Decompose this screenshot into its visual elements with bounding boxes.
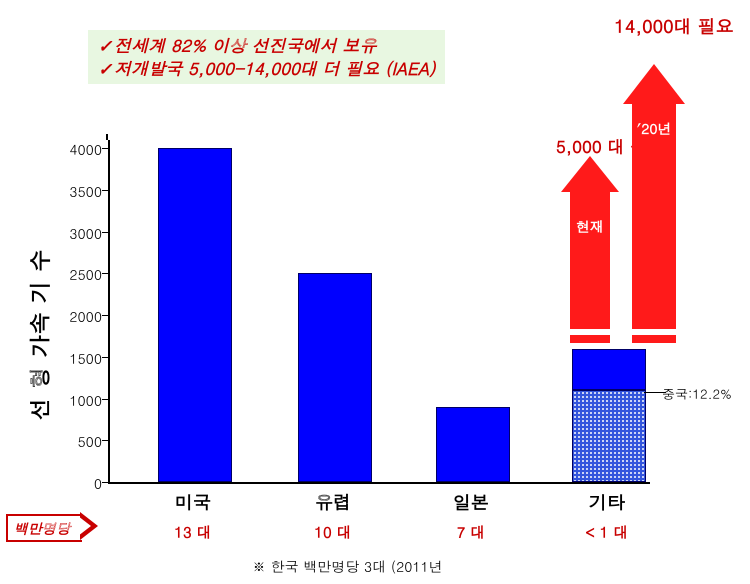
callout-line: ✓전세계 82% 이상 선진국에서 보유 — [98, 34, 435, 57]
bar-other-china-segment — [572, 390, 646, 482]
per-million-jp: 7 대 — [424, 522, 518, 543]
y-tick-label: 4000 — [54, 139, 102, 159]
y-tick-label: 2000 — [54, 306, 102, 326]
per-million-arrow-head-inner — [78, 516, 91, 536]
callout-text: 저개발국 5,000-14,000대 더 필요 (IAEA) — [114, 56, 435, 80]
check-icon: ✓ — [98, 33, 112, 57]
y-tick — [102, 399, 110, 400]
y-tick-label: 1500 — [54, 348, 102, 368]
big-arrow-now-shaft-label: 현재 — [561, 216, 619, 236]
big-arrow-2020-head — [623, 64, 685, 104]
bar-jp — [436, 407, 510, 482]
y-tick-label: 0 — [54, 473, 102, 493]
x-label-other: 기타 — [560, 490, 654, 515]
big-arrow-now-head — [561, 156, 619, 192]
x-label-us: 미국 — [146, 490, 240, 515]
callout-text: 전세계 82% 이상 선진국에서 보유 — [114, 33, 376, 57]
x-label-eu: 유렵 — [286, 490, 380, 515]
y-axis-extension — [106, 134, 108, 140]
per-million-other: < 1 대 — [560, 522, 654, 543]
per-million-arrow-label: 백만명당 — [14, 518, 70, 538]
bar-other — [572, 349, 646, 482]
y-tick — [102, 148, 110, 149]
bar-eu-segment — [298, 273, 372, 482]
big-arrow-now-shaft-1 — [570, 335, 610, 343]
big-arrow-2020-shaft-1 — [632, 335, 676, 343]
big-arrow-2020-top-label: 14,000대 필요 — [574, 14, 750, 39]
bar-us-segment — [158, 148, 232, 482]
x-axis-line — [108, 482, 648, 484]
y-tick-label: 3000 — [54, 223, 102, 243]
y-tick — [102, 440, 110, 441]
footnote: ※ 한국 백만명당 3대 (2011년 — [252, 556, 443, 576]
bar-eu — [298, 273, 372, 482]
big-arrow-2020-shaft-label: ′20년 — [623, 118, 685, 138]
bar-jp-segment — [436, 407, 510, 482]
big-arrow-2020: ′20년 — [623, 0, 685, 1]
big-arrow-now: 현재 — [561, 0, 619, 1]
y-axis-label: 선 형 가속 기 수 — [24, 249, 55, 420]
callout-line: ✓저개발국 5,000-14,000대 더 필요 (IAEA) — [98, 57, 435, 80]
big-arrow-now-shaft-0 — [570, 192, 610, 329]
y-tick-label: 1000 — [54, 390, 102, 410]
callout-box: ✓전세계 82% 이상 선진국에서 보유✓저개발국 5,000-14,000대 … — [88, 30, 445, 84]
per-million-eu: 10 대 — [286, 522, 380, 543]
y-tick-label: 500 — [54, 431, 102, 451]
check-icon: ✓ — [98, 56, 112, 80]
y-tick — [102, 357, 110, 358]
china-share-label: 중국:12.2% — [662, 384, 732, 403]
x-label-jp: 일본 — [424, 490, 518, 515]
y-tick-label: 3500 — [54, 181, 102, 201]
y-tick — [102, 273, 110, 274]
bar-other-rest-segment — [572, 349, 646, 391]
y-tick — [102, 315, 110, 316]
per-million-us: 13 대 — [146, 522, 240, 543]
y-tick — [102, 190, 110, 191]
bar-us — [158, 148, 232, 482]
y-tick-label: 2500 — [54, 264, 102, 284]
per-million-arrow: 백만명당 — [6, 514, 100, 542]
y-tick — [102, 232, 110, 233]
